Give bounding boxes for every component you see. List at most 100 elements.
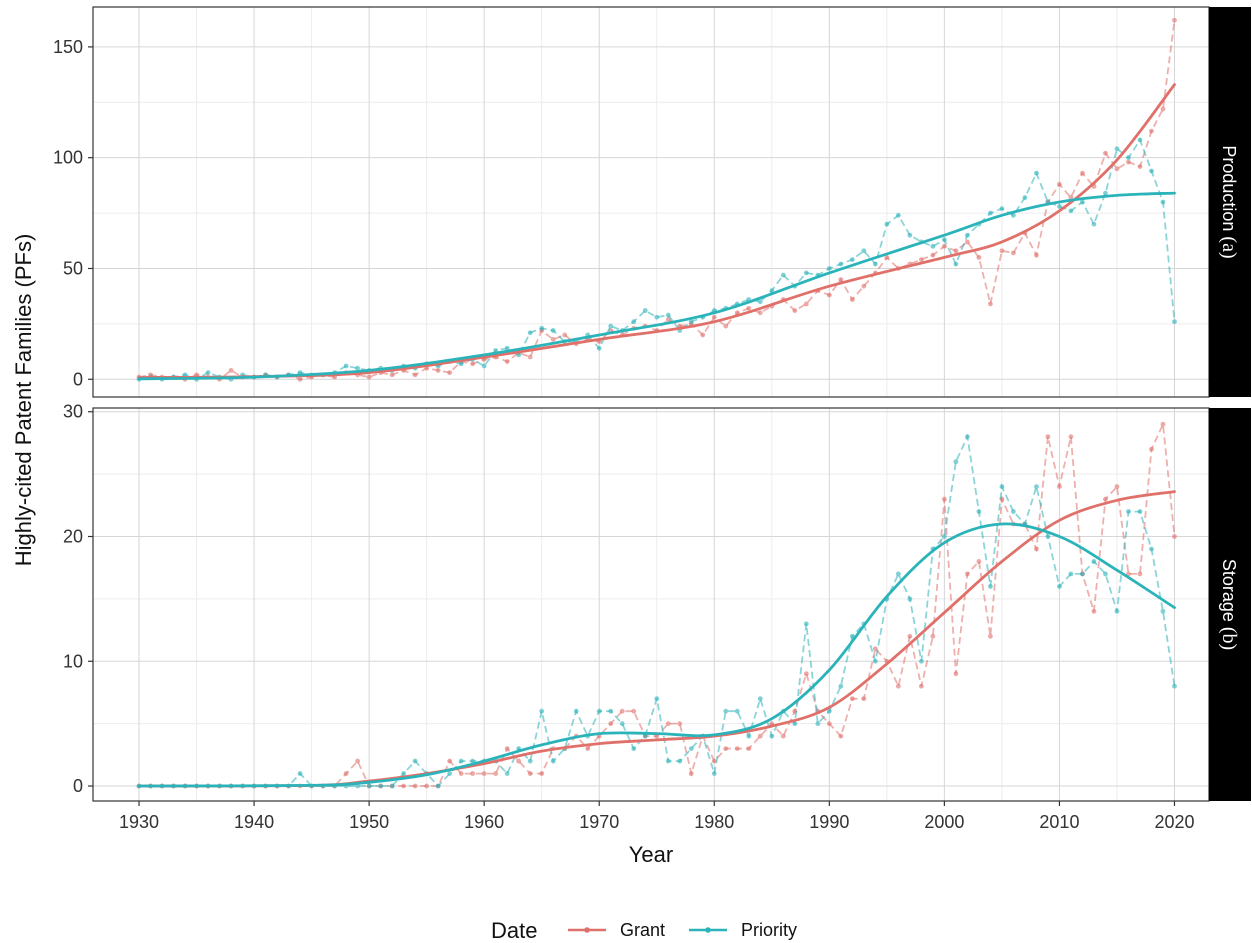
data-point — [688, 746, 694, 751]
data-point — [734, 746, 740, 751]
data-point — [619, 708, 625, 714]
data-point — [872, 658, 878, 664]
data-point — [734, 708, 740, 714]
data-point — [665, 317, 671, 322]
data-point — [504, 746, 510, 751]
strip-background — [1209, 408, 1251, 801]
data-point — [918, 683, 924, 689]
data-point — [493, 771, 499, 776]
data-point — [746, 305, 752, 311]
strip-label-tag: (a) — [1218, 236, 1240, 258]
x-tick-label: 1950 — [349, 812, 389, 832]
data-point — [608, 721, 614, 727]
data-point — [631, 319, 637, 325]
legend-entry-priority: Priority — [689, 920, 797, 940]
data-point — [723, 746, 729, 751]
data-point — [999, 248, 1005, 254]
data-point — [918, 257, 924, 263]
data-point — [343, 363, 349, 369]
data-point — [1034, 252, 1039, 258]
data-point — [838, 733, 844, 739]
data-point — [872, 261, 878, 267]
data-point — [1068, 434, 1074, 440]
data-point — [642, 308, 648, 313]
data-point — [665, 758, 671, 764]
data-point — [861, 248, 867, 254]
data-point — [378, 783, 384, 789]
data-point — [1022, 195, 1028, 200]
data-point — [711, 771, 717, 776]
data-point — [654, 314, 660, 320]
data-point — [470, 758, 476, 764]
data-point — [872, 646, 878, 652]
data-point — [1011, 250, 1016, 256]
trend-line-grant — [137, 83, 1176, 379]
x-tick-label: 1930 — [119, 812, 159, 832]
data-point — [1103, 496, 1108, 502]
data-point — [297, 771, 303, 776]
data-point — [953, 671, 959, 677]
data-point — [757, 733, 763, 739]
data-point — [596, 708, 602, 714]
data-point — [1172, 17, 1177, 23]
data-point — [1080, 571, 1085, 577]
data-point — [1172, 534, 1177, 539]
data-point — [861, 283, 867, 289]
data-point — [826, 266, 832, 271]
y-tick-label: 0 — [73, 369, 83, 389]
x-tick-label: 2020 — [1154, 812, 1194, 832]
data-point — [205, 370, 211, 376]
data-point — [930, 633, 936, 639]
data-point — [447, 370, 453, 376]
data-point — [516, 352, 522, 358]
data-point — [573, 708, 579, 714]
data-point — [1137, 164, 1143, 169]
data-point — [941, 496, 947, 502]
data-point — [964, 232, 970, 238]
data-point — [1103, 150, 1108, 156]
data-point — [550, 336, 556, 342]
data-point — [619, 721, 625, 727]
data-point — [585, 746, 591, 751]
data-point — [1137, 137, 1143, 143]
panels-layer: 0 50 100 150 Production (a) 0 10 20 30 Storage (b… — [53, 6, 1251, 832]
data-point — [988, 633, 993, 639]
y-tick-label: 10 — [63, 651, 83, 671]
data-point — [1057, 584, 1062, 589]
data-point — [1091, 221, 1097, 227]
data-point — [757, 696, 763, 702]
data-point — [895, 212, 901, 218]
data-point — [1149, 446, 1154, 452]
data-point — [792, 308, 798, 313]
data-point — [769, 288, 775, 294]
strip-label-tag: (b) — [1218, 627, 1240, 650]
data-point — [504, 771, 510, 776]
data-point — [412, 372, 418, 378]
data-point — [757, 310, 763, 316]
data-point — [504, 359, 510, 364]
data-point — [849, 297, 855, 302]
data-point — [1091, 608, 1097, 614]
data-point — [964, 434, 970, 440]
legend-title: Date — [491, 918, 537, 943]
data-point — [631, 746, 637, 751]
data-point — [999, 484, 1005, 489]
data-point — [401, 783, 407, 789]
data-point — [1137, 509, 1143, 514]
data-point — [631, 708, 637, 714]
data-point — [803, 270, 809, 276]
data-point — [596, 345, 602, 351]
data-point — [562, 332, 568, 338]
legend-entries: Grant Priority — [568, 920, 797, 940]
data-point — [470, 771, 476, 776]
legend-entry-grant: Grant — [568, 920, 665, 940]
data-point — [746, 733, 752, 739]
data-point — [907, 596, 913, 602]
data-point — [366, 374, 372, 380]
data-point — [665, 312, 671, 318]
data-point — [504, 345, 510, 351]
strip-label-text: Storage — [1219, 559, 1239, 627]
data-point — [654, 696, 660, 702]
data-point — [988, 210, 993, 216]
data-point — [1137, 571, 1143, 577]
